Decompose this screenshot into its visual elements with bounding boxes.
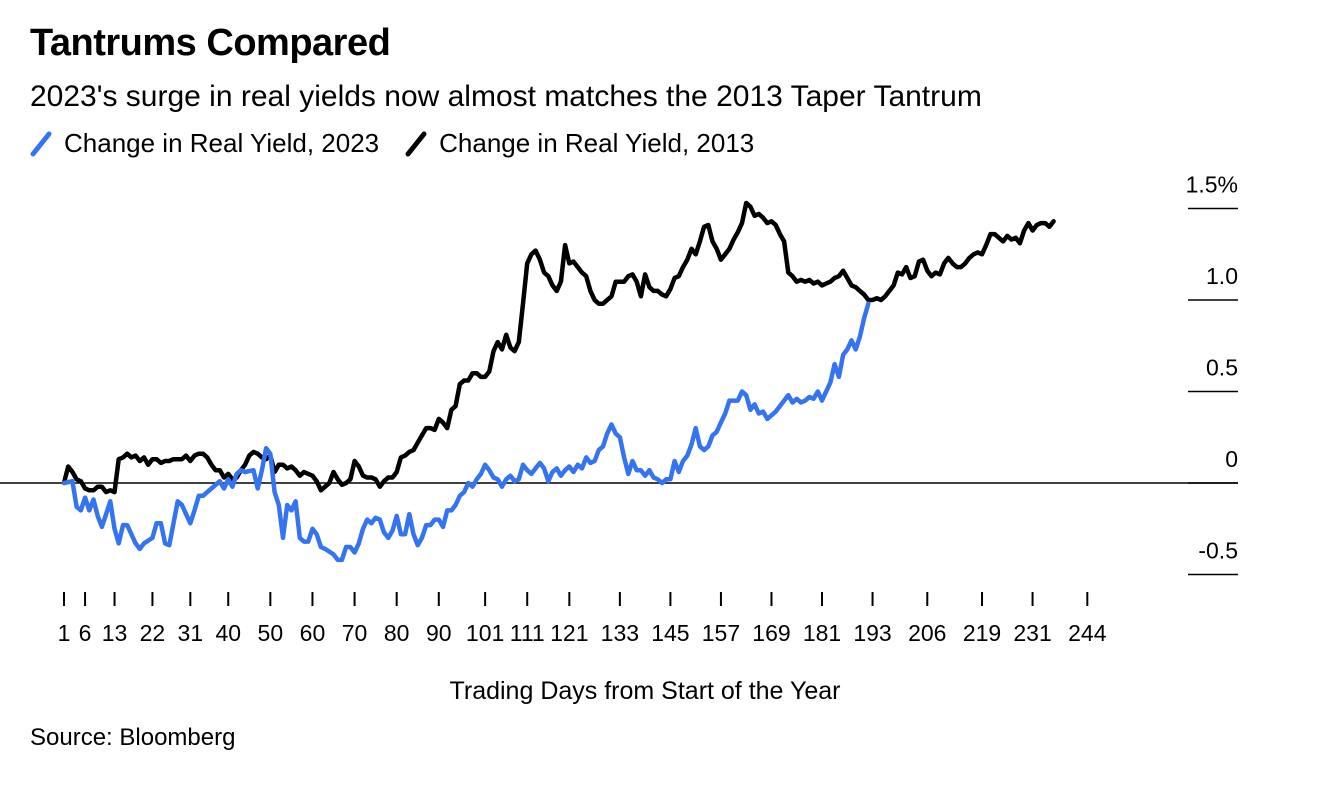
chart-title: Tantrums Compared [30,22,391,64]
source-note: Source: Bloomberg [30,724,236,751]
x-tick-label: 80 [384,620,410,646]
x-tick-label: 101 [466,620,504,646]
x-tick-label: 6 [79,620,92,646]
x-tick-label: 219 [963,620,1001,646]
series-line-2023 [61,301,871,563]
x-tick-label: 193 [853,620,891,646]
x-tick-label: 60 [300,620,326,646]
x-tick-label: 121 [550,620,588,646]
chart-subtitle: 2023's surge in real yields now almost m… [30,80,982,113]
legend-swatch-2023 [30,131,52,156]
x-axis-title: Trading Days from Start of the Year [450,677,841,705]
x-tick-label: 133 [601,620,639,646]
x-tick-label: 40 [215,620,241,646]
x-tick-label: 145 [651,620,689,646]
x-tick-label: 181 [803,620,841,646]
x-tick-label: 50 [258,620,284,646]
y-tick-label: -0.5 [1198,538,1238,564]
legend-label-2023: Change in Real Yield, 2023 [64,128,380,158]
y-tick-label: 0 [1225,446,1238,472]
x-tick-label: 90 [426,620,452,646]
x-tick-label: 70 [342,620,368,646]
y-tick-label: 1.0 [1206,263,1238,289]
y-tick-label: 0.5 [1206,355,1238,381]
x-tick-label: 157 [702,620,740,646]
x-tick-label: 244 [1068,620,1107,646]
x-tick-label: 111 [510,620,545,646]
legend-label-2013: Change in Real Yield, 2013 [439,128,755,158]
x-tick-label: 1 [58,620,71,646]
series-layer [61,200,1056,563]
x-axis: 1 6 13 22 31 40 50 60 70 80 90 101 111 121 133 145 157 16… [58,592,1107,646]
x-tick-label: 206 [908,620,946,646]
x-tick-label: 231 [1013,620,1051,646]
x-tick-label: 22 [140,620,166,646]
y-axis: -0.5 0 0.5 1.0 1.5% [0,172,1238,576]
legend: Change in Real Yield, 2023 Change in Rea… [30,128,780,159]
legend-swatch-2013 [405,131,427,156]
x-tick-label: 31 [178,620,204,646]
x-tick-label: 169 [752,620,790,646]
x-tick-label: 13 [102,620,128,646]
series-line-2013 [61,200,1056,495]
y-tick-label: 1.5% [1186,172,1238,198]
legend-item-2013: Change in Real Yield, 2013 [405,128,754,159]
legend-item-2023: Change in Real Yield, 2023 [30,128,379,159]
